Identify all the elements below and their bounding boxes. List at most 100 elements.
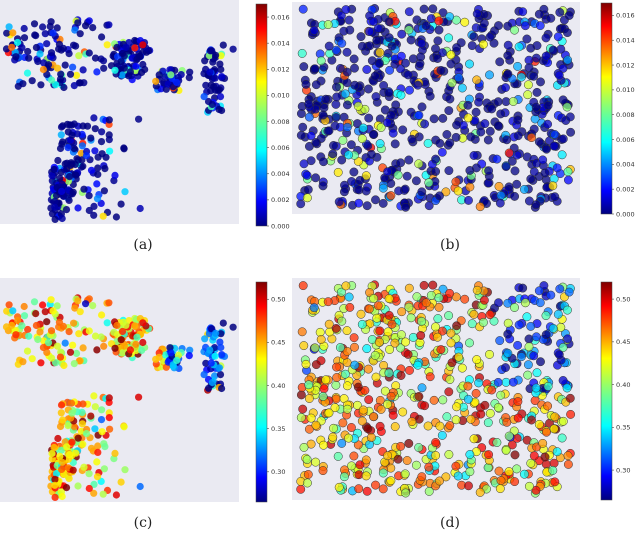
scatter-point [523,360,533,370]
scatter-point [61,61,69,69]
scatter-point [364,27,374,36]
scatter-point [8,321,16,329]
scatter-point [111,66,119,74]
scatter-point [331,380,341,390]
scatter-point [472,9,482,19]
scatter-point [74,204,82,212]
scatter-point [465,450,475,459]
scatter-point [354,198,364,208]
scatter-point [342,67,352,77]
scatter-point [318,181,328,191]
scatter-point [338,418,348,428]
scatter-point [310,343,320,353]
scatter-point [373,24,383,33]
scatter-point [444,387,454,397]
scatter-point [479,295,489,305]
scatter-point [32,310,40,318]
scatter-point [206,68,214,76]
scatter-point [229,45,237,53]
scatter-point [446,50,456,60]
scatter-point [503,318,513,328]
scatter-point [75,52,83,60]
scatter-point [98,128,106,136]
scatter-point [39,301,47,309]
scatter-point [371,195,380,205]
scatter-point [94,170,102,178]
scatter-point [531,485,541,495]
scatter-point [361,455,371,465]
scatter-point [105,299,113,307]
scatter-point [185,352,193,360]
scatter-point [476,127,486,137]
scatter-point [563,55,573,65]
scatter-point [398,125,408,135]
scatter-points [296,4,576,212]
scatter-point [211,74,219,82]
scatter-point [371,372,381,382]
scatter-point [68,160,76,168]
scatter-point [546,290,556,300]
scatter-point [14,38,22,47]
colorbar-tick-label: 0.014 [271,39,290,47]
scatter-point [529,71,539,81]
scatter-point [563,175,573,185]
scatter-point [53,302,61,310]
scatter-point [434,16,444,26]
scatter-point [451,132,461,142]
scatter-point [93,346,101,354]
scatter-point [18,44,26,52]
scatter-point [138,68,146,77]
scatter-point [337,155,347,165]
colorbar-tick-label: 0.004 [271,170,290,178]
scatter-point [298,4,308,14]
scatter-point [217,343,225,352]
scatter-point [362,201,372,211]
scatter-point [218,351,226,359]
scatter-point [552,163,562,173]
scatter-point [431,438,441,447]
scatter-point [472,75,482,85]
scatter-point [390,338,400,348]
scatter-point [404,302,414,312]
scatter-point [417,472,427,482]
scatter-point [472,355,482,365]
scatter-point [516,352,526,362]
scatter-point [60,361,68,370]
scatter-point [299,442,309,452]
scatter-point [534,137,544,147]
scatter-point [63,165,71,173]
scatter-point [304,394,314,403]
colorbar-tick-label: 0.012 [271,66,290,74]
scatter-point [563,334,573,344]
scatter-point [58,458,66,466]
scatter-point [20,312,29,320]
scatter-points [296,280,576,498]
scatter-point [541,51,551,61]
scatter-point [302,455,312,464]
scatter-point [120,64,128,72]
scatter-point [424,486,434,496]
scatter-point [57,168,65,176]
scatter-point [51,215,59,223]
scatter-point [441,472,451,482]
scatter-point [483,135,493,145]
scatter-point [133,55,141,63]
scatter-point [49,307,57,315]
scatter-point [442,412,452,422]
panel-caption: (d) [440,515,460,531]
scatter-point [19,80,27,88]
scatter-point [417,39,427,48]
scatter-point [332,362,341,372]
scatter-point [65,328,73,336]
scatter-point [79,122,87,130]
scatter-point [100,342,108,350]
scatter-point [493,377,503,387]
scatter-point [534,419,544,429]
scatter-point [404,439,414,448]
scatter-point [54,156,62,165]
scatter-point [323,20,333,30]
scatter-point [557,150,567,160]
scatter-point [93,180,101,188]
scatter-point [329,423,338,433]
scatter-point [126,346,134,354]
